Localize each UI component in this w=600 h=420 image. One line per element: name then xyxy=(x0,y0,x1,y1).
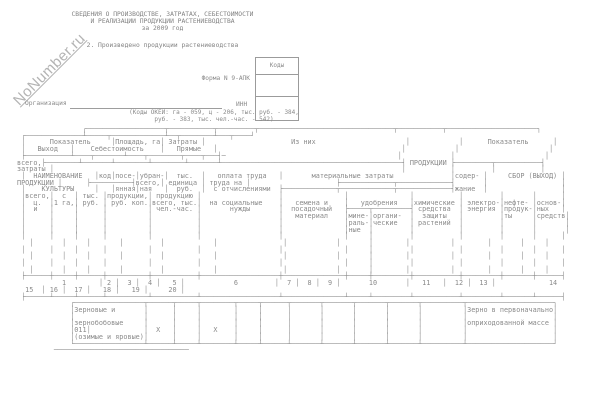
section-title: 2. Произведено продукции растениеводства xyxy=(86,42,239,49)
form-title: СВЕДЕНИЯ О ПРОИЗВОДСТВЕ, ЗАТРАТАХ, СЕБЕС… xyxy=(10,11,315,33)
form-number-label: Форма N 9-АПК xyxy=(201,75,250,82)
okei-codes-line1: (Коды ОКЕИ: га - 059, ц - 206, тыс. руб.… xyxy=(129,109,299,116)
codes-box-form-cell xyxy=(256,75,298,97)
inn-label: ИНН xyxy=(236,101,248,108)
form-title-line3: за 2009 год xyxy=(141,25,184,33)
organization-blank-line xyxy=(70,108,222,109)
form-title-line2: И РЕАЛИЗАЦИИ ПРОДУКЦИИ РАСТЕНИЕВОДСТВА xyxy=(90,18,235,26)
codes-box: Коды xyxy=(255,57,299,121)
okei-codes-line2: руб. - 383, тыс. чел.-час. - 542) xyxy=(154,116,274,123)
form-title-line1: СВЕДЕНИЯ О ПРОИЗВОДСТВЕ, ЗАТРАТАХ, СЕБЕС… xyxy=(71,11,254,18)
form-ascii-table: ┌───────────────────┬───────────┬───────… xyxy=(17,125,570,355)
organization-label: Организация xyxy=(25,100,67,107)
okei-codes: (Коды ОКЕИ: га - 059, ц - 206, тыс. руб.… xyxy=(63,109,365,123)
codes-box-label: Коды xyxy=(256,58,298,75)
